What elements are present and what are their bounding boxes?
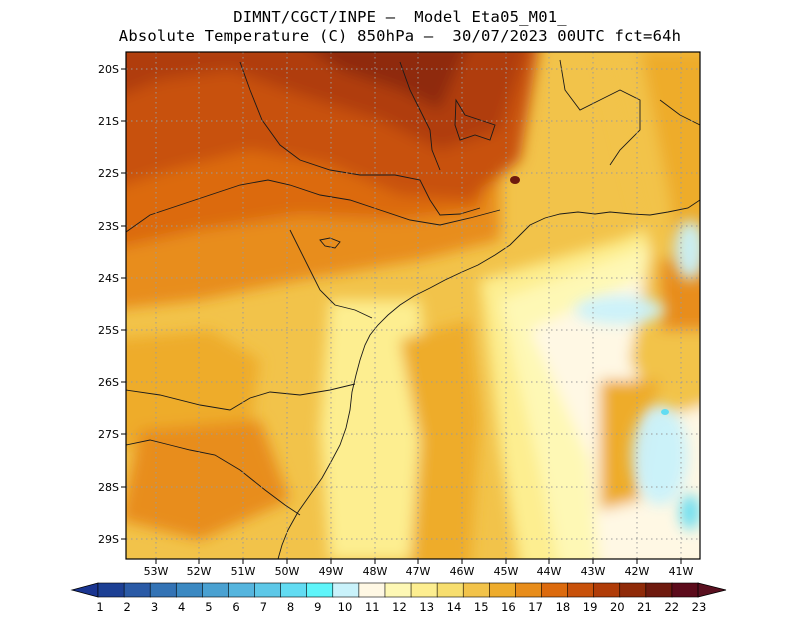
colorbar-cell xyxy=(619,582,647,598)
lon-label: 46W xyxy=(450,565,475,578)
colorbar-cell xyxy=(593,582,621,598)
colorbar-cell xyxy=(332,582,360,598)
lon-label: 49W xyxy=(319,565,344,578)
lat-label: 28S xyxy=(98,481,119,494)
colorbar-cell xyxy=(228,582,256,598)
colorbar-label: 22 xyxy=(664,600,679,614)
lat-label: 22S xyxy=(98,167,119,180)
axis-ticks xyxy=(121,68,682,564)
colorbar-cell xyxy=(306,582,334,598)
lon-label: 47W xyxy=(406,565,431,578)
colorbar-label: 15 xyxy=(474,600,489,614)
lon-label: 50W xyxy=(275,565,300,578)
chart-title-line-1: DIMNT/CGCT/INPE – Model Eta05_M01_ xyxy=(233,8,567,26)
colorbar-label: 21 xyxy=(637,600,652,614)
map-borders xyxy=(126,59,700,559)
colorbar-label: 4 xyxy=(178,600,185,614)
latitude-labels: 20S 21S 22S 23S 24S 25S 26S 27S 28S 29S xyxy=(98,63,119,546)
lat-label: 23S xyxy=(98,220,119,233)
colorbar-cell xyxy=(410,582,438,598)
colorbar-cell xyxy=(149,582,177,598)
lat-label: 20S xyxy=(98,63,119,76)
colorbar-low-arrow xyxy=(70,582,99,598)
colorbar-label: 5 xyxy=(205,600,212,614)
colorbar-label: 11 xyxy=(365,600,380,614)
colorbar-label: 19 xyxy=(583,600,598,614)
lon-label: 52W xyxy=(187,565,212,578)
colorbar-cell xyxy=(645,582,673,598)
colorbar-label: 20 xyxy=(610,600,625,614)
lat-label: 26S xyxy=(98,376,119,389)
colorbar-cell xyxy=(567,582,595,598)
lat-label: 24S xyxy=(98,272,119,285)
colorbar-label: 12 xyxy=(392,600,407,614)
colorbar-cell xyxy=(254,582,282,598)
colorbar-label: 10 xyxy=(338,600,353,614)
lon-label: 51W xyxy=(231,565,256,578)
lon-label: 48W xyxy=(363,565,388,578)
colorbar-high-arrow xyxy=(697,582,727,598)
colorbar-cell xyxy=(384,582,412,598)
colorbar-label: 2 xyxy=(124,600,131,614)
colorbar-cell xyxy=(280,582,308,598)
colorbar-label: 13 xyxy=(419,600,434,614)
colorbar-label: 14 xyxy=(447,600,462,614)
map-gridlines xyxy=(126,52,700,559)
lon-label: 53W xyxy=(144,565,169,578)
map-frame xyxy=(125,51,701,560)
colorbar-cell xyxy=(97,582,125,598)
temperature-field xyxy=(126,52,700,559)
colorbar-label: 3 xyxy=(151,600,158,614)
lat-label: 29S xyxy=(98,533,119,546)
colorbar-cell xyxy=(515,582,543,598)
longitude-labels: 53W 52W 51W 50W 49W 48W 47W 46W 45W 44W … xyxy=(144,565,694,578)
colorbar-cells xyxy=(97,582,699,598)
colorbar-cell xyxy=(123,582,151,598)
lat-label: 25S xyxy=(98,324,119,337)
colorbar-cell xyxy=(202,582,230,598)
colorbar-label: 9 xyxy=(314,600,321,614)
lat-label: 21S xyxy=(98,115,119,128)
colorbar-cell xyxy=(488,582,516,598)
colorbar-cell xyxy=(175,582,203,598)
colorbar-label: 16 xyxy=(501,600,516,614)
lon-label: 42W xyxy=(625,565,650,578)
colorbar: 1 2 3 4 5 6 7 8 9 10 11 12 13 14 15 16 17 18 19 20 21 22 23 xyxy=(70,582,727,614)
colorbar-label: 23 xyxy=(692,600,707,614)
colorbar-labels: 1 2 3 4 5 6 7 8 9 10 11 12 13 14 15 16 17 18 19 20 21 22 23 xyxy=(96,600,706,614)
colorbar-label: 1 xyxy=(96,600,103,614)
colorbar-label: 17 xyxy=(528,600,543,614)
colorbar-label: 6 xyxy=(232,600,239,614)
lon-label: 44W xyxy=(537,565,562,578)
lon-label: 41W xyxy=(669,565,694,578)
colorbar-label: 7 xyxy=(260,600,267,614)
colorbar-cell xyxy=(671,582,699,598)
lat-label: 27S xyxy=(98,428,119,441)
lon-label: 43W xyxy=(581,565,606,578)
colorbar-label: 8 xyxy=(287,600,294,614)
chart-title-line-2: Absolute Temperature (C) 850hPa – 30/07/… xyxy=(118,27,682,45)
colorbar-cell xyxy=(358,582,386,598)
colorbar-cell xyxy=(462,582,490,598)
colorbar-cell xyxy=(541,582,569,598)
colorbar-label: 18 xyxy=(556,600,571,614)
lon-label: 45W xyxy=(494,565,519,578)
colorbar-cell xyxy=(436,582,464,598)
